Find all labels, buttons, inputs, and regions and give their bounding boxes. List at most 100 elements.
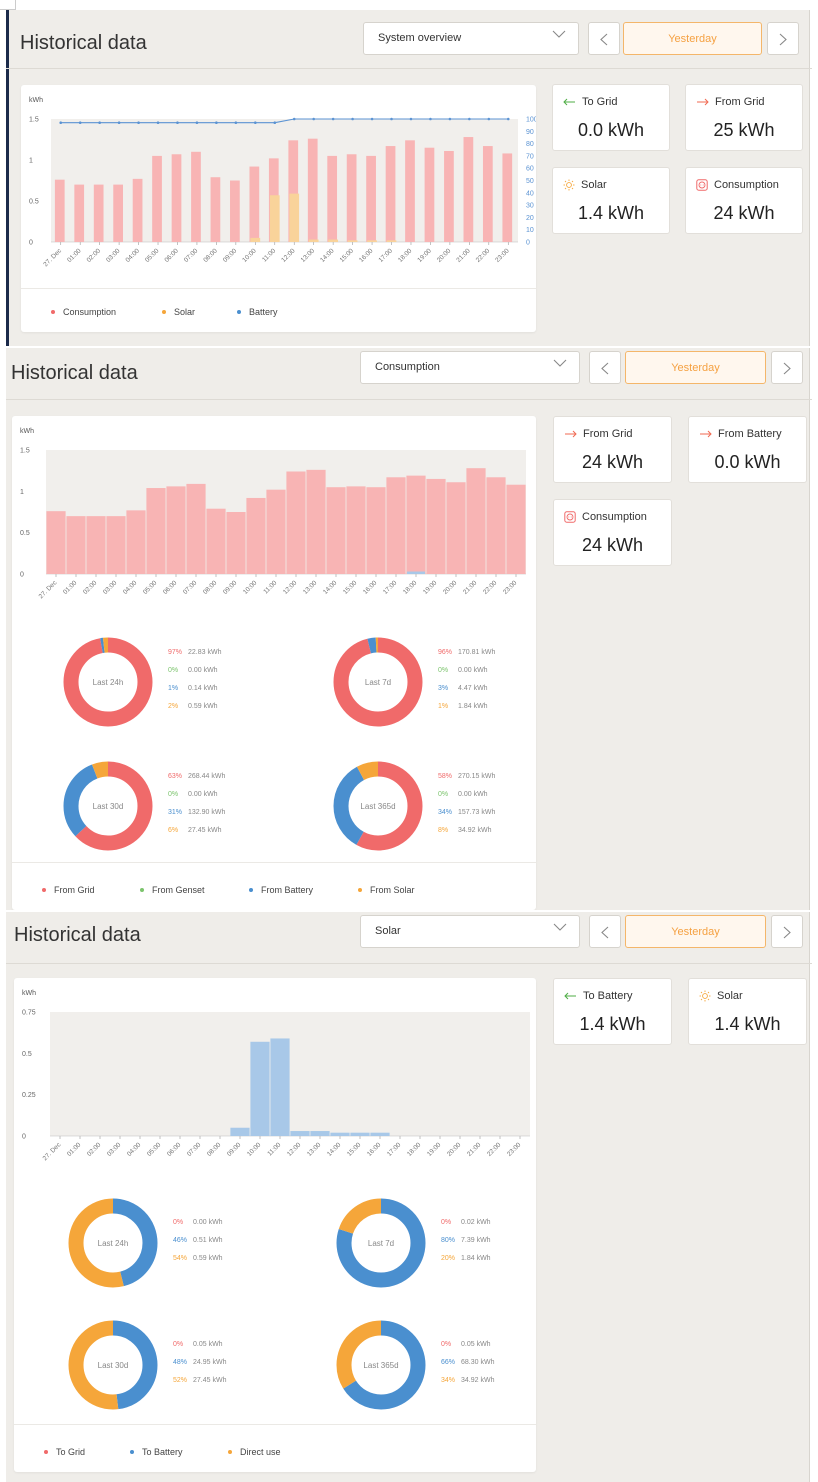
donut-kwh: 0.00 kWh bbox=[188, 791, 218, 798]
donut-value-row: 0% 0.00 kWh bbox=[168, 667, 221, 685]
stat-solar: Solar 1.4 kWh bbox=[688, 978, 807, 1045]
x-tick-label: 09:00 bbox=[226, 1141, 243, 1158]
legend-item[interactable]: From Grid bbox=[42, 885, 95, 895]
legend-label: Battery bbox=[249, 307, 278, 317]
legend-item[interactable]: To Grid bbox=[44, 1447, 85, 1457]
x-tick-label: 02:00 bbox=[82, 579, 99, 596]
legend-item[interactable]: To Battery bbox=[130, 1447, 183, 1457]
donut-value-row: 46% 0.51 kWh bbox=[173, 1237, 223, 1255]
legend-dot bbox=[237, 309, 241, 314]
consumption-bar bbox=[424, 147, 435, 242]
legend-label: To Grid bbox=[56, 1447, 86, 1457]
consumption-bar bbox=[113, 184, 123, 242]
donut-kwh: 27.45 kWh bbox=[193, 1377, 227, 1384]
from-grid-bar bbox=[286, 471, 306, 574]
view-select[interactable]: Consumption bbox=[360, 351, 580, 384]
next-day-button[interactable] bbox=[771, 915, 803, 948]
from-grid-bar bbox=[346, 486, 366, 574]
panel-consumption: Historical data Consumption Yesterday kW… bbox=[0, 348, 818, 910]
x-tick-label: 18:00 bbox=[406, 1141, 423, 1158]
x-tick-label: 13:00 bbox=[302, 579, 319, 596]
previous-day-button[interactable] bbox=[589, 915, 621, 948]
legend-item[interactable]: Direct use bbox=[228, 1447, 281, 1457]
donut-percent: 0% bbox=[438, 791, 449, 798]
from-grid-bar bbox=[146, 488, 166, 574]
x-tick-label: 18:00 bbox=[397, 247, 414, 264]
view-select[interactable]: Solar bbox=[360, 915, 580, 948]
next-day-button[interactable] bbox=[767, 22, 799, 55]
consumption-bar bbox=[385, 146, 396, 242]
consumption-bar bbox=[210, 177, 221, 242]
battery-point bbox=[156, 121, 160, 124]
x-tick-label: 09:00 bbox=[222, 247, 239, 264]
previous-day-button[interactable] bbox=[589, 351, 621, 384]
chart-legend: To Grid To Battery Direct use bbox=[14, 1424, 536, 1472]
to-battery-bar bbox=[290, 1131, 310, 1136]
to-battery-bar bbox=[310, 1131, 330, 1136]
x-tick-label: 23:00 bbox=[506, 1141, 523, 1158]
to-battery-bar bbox=[350, 1132, 370, 1136]
donut-value-row: 8% 34.92 kWh bbox=[438, 827, 495, 845]
x-tick-label: 06:00 bbox=[163, 247, 180, 264]
y-tick-label: 1 bbox=[29, 158, 33, 165]
x-tick-label: 15:00 bbox=[342, 579, 359, 596]
chart-card: kWh 0 0.5 1 1.5 27. Dec 01:00 02:00 03:00 04:00 05… bbox=[12, 416, 536, 910]
x-tick-label: 01:00 bbox=[62, 579, 79, 596]
battery-point bbox=[487, 117, 491, 121]
y-tick-label: 0.5 bbox=[20, 530, 30, 537]
x-tick-label: 16:00 bbox=[366, 1141, 383, 1158]
view-select[interactable]: System overview bbox=[363, 22, 579, 55]
x-tick-label: 03:00 bbox=[105, 247, 122, 264]
donut-slice bbox=[336, 1198, 426, 1288]
legend-item[interactable]: Solar bbox=[162, 307, 195, 317]
next-day-button[interactable] bbox=[771, 351, 803, 384]
donut-kwh: 157.73 kWh bbox=[458, 809, 496, 816]
stat-value: 25 kWh bbox=[713, 120, 775, 140]
previous-day-button[interactable] bbox=[588, 22, 620, 55]
date-button[interactable]: Yesterday bbox=[625, 915, 766, 948]
from-grid-bar bbox=[106, 516, 126, 574]
legend-item[interactable]: From Genset bbox=[140, 885, 205, 895]
from-grid-bar bbox=[506, 484, 526, 574]
arrow-left-icon bbox=[564, 992, 576, 1000]
donut-percent: 97% bbox=[168, 649, 183, 656]
battery-point bbox=[468, 117, 471, 121]
donut-value-row: 66% 68.30 kWh bbox=[441, 1359, 494, 1377]
donut-value-row: 34% 34.92 kWh bbox=[441, 1377, 494, 1395]
donut-slice bbox=[68, 1198, 158, 1288]
donut-percent: 34% bbox=[441, 1377, 456, 1384]
x-tick-label: 04:00 bbox=[126, 1141, 143, 1158]
donut-value-row: 0% 0.00 kWh bbox=[438, 667, 495, 685]
donut-chart: Last 7d bbox=[336, 1198, 426, 1288]
consumption-bar bbox=[230, 180, 240, 242]
battery-point bbox=[312, 117, 315, 121]
donut-values: 63% 268.44 kWh 0% 0.00 kWh 31% 132.90 kWh 6% 27… bbox=[168, 773, 225, 845]
y-tick-label: 0 bbox=[29, 240, 33, 247]
stat-from-grid: From Grid 24 kWh bbox=[553, 416, 672, 483]
legend-item[interactable]: Consumption bbox=[51, 307, 116, 317]
donut-center-label: Last 30d bbox=[93, 802, 124, 811]
legend-item[interactable]: Battery bbox=[237, 307, 278, 317]
x-tick-label: 07:00 bbox=[183, 247, 200, 264]
solar-bar bbox=[367, 240, 377, 242]
from-grid-bar bbox=[486, 477, 506, 574]
battery-point bbox=[234, 121, 238, 124]
page-title: Historical data bbox=[14, 924, 141, 946]
legend-item[interactable]: From Battery bbox=[249, 885, 313, 895]
stat-label: Consumption bbox=[714, 179, 779, 191]
legend-item[interactable]: From Solar bbox=[358, 885, 415, 895]
donut-percent: 34% bbox=[438, 809, 453, 816]
page-title: Historical data bbox=[11, 362, 138, 384]
date-button[interactable]: Yesterday bbox=[623, 22, 762, 55]
date-button[interactable]: Yesterday bbox=[625, 351, 766, 384]
battery-point bbox=[409, 117, 413, 121]
sun-icon bbox=[699, 990, 711, 1002]
stat-label: From Grid bbox=[715, 96, 765, 108]
legend-dot bbox=[358, 887, 362, 892]
donut-percent: 0% bbox=[438, 667, 449, 674]
donut-percent: 0% bbox=[173, 1341, 184, 1348]
from-grid-bar bbox=[386, 477, 406, 574]
x-tick-label: 23:00 bbox=[494, 247, 511, 264]
donut-kwh: 27.45 kWh bbox=[188, 827, 222, 834]
stat-label: Solar bbox=[717, 990, 743, 1002]
